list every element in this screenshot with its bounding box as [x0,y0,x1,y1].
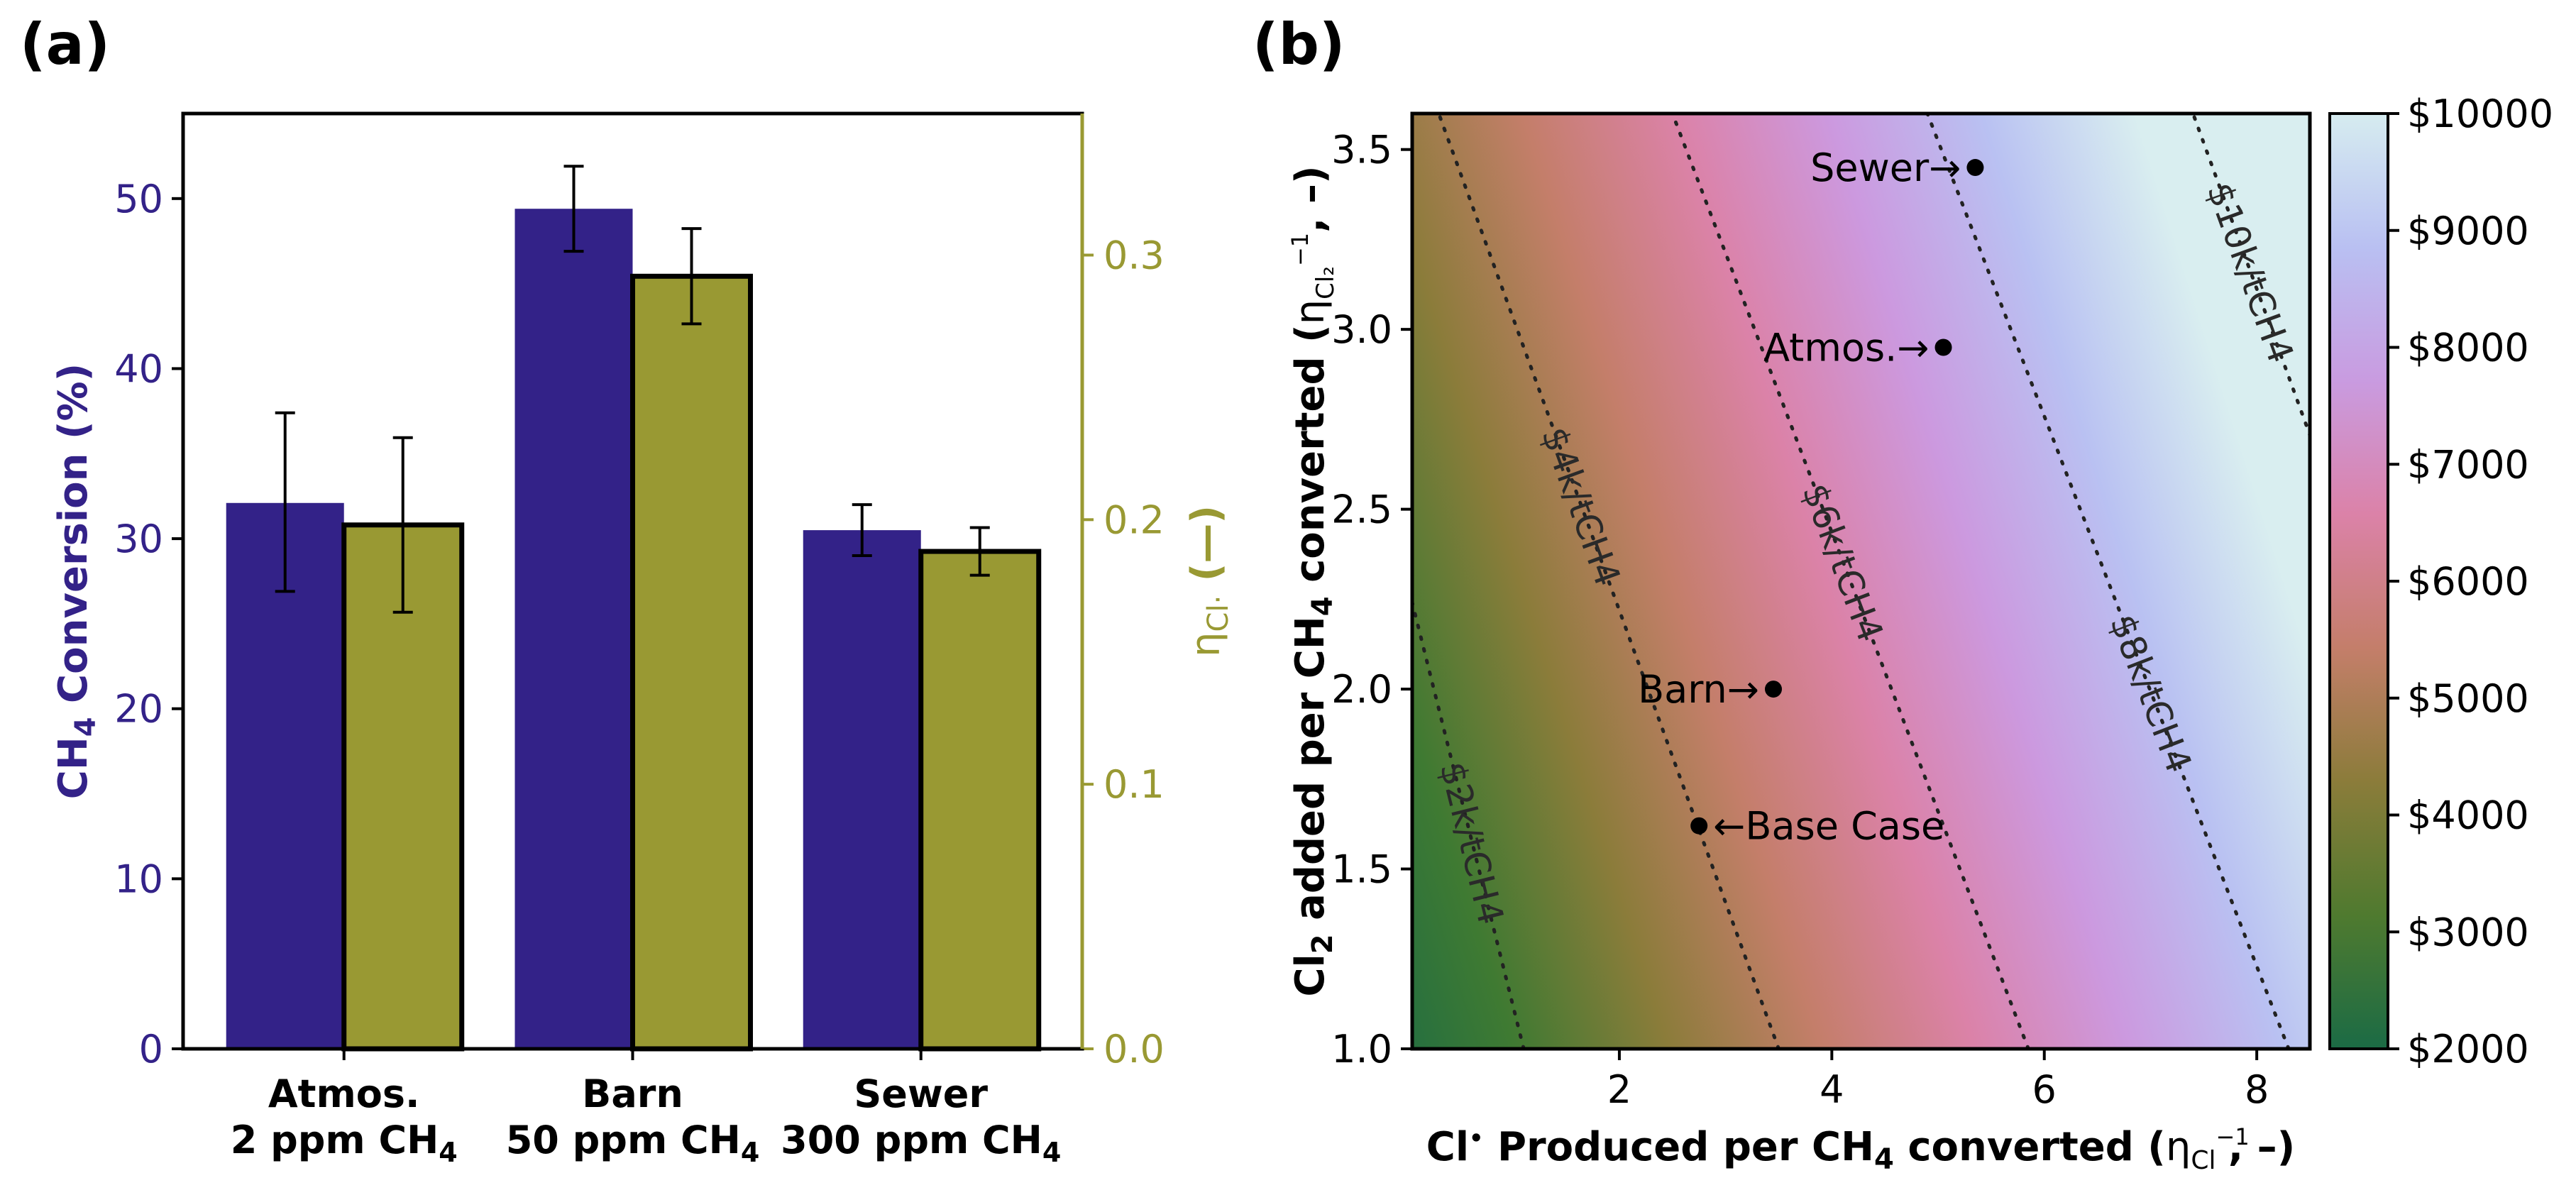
x-tick-label: 8 [2245,1067,2269,1112]
scenario-point-label: ←Base Case [1713,804,1944,849]
colorbar-tick-label: $2000 [2407,1027,2529,1072]
colorbar-tick-label: $8000 [2407,326,2529,370]
contour-line [1436,114,1780,1049]
x-tick-label-line1: Atmos. [268,1072,420,1116]
y-tick-label: 1.5 [1331,847,1392,892]
left-y-tick-label: 30 [114,517,163,561]
panel-b-label: (b) [1253,11,1345,77]
colorbar-tick-label: $9000 [2407,209,2529,253]
y-tick-label: 3.5 [1331,128,1392,172]
bar-conversion-1 [514,209,633,1050]
colorbar-tick-label: $3000 [2407,910,2529,954]
right-y-tick-label: 0.0 [1103,1027,1165,1072]
x-tick-label: 4 [1820,1067,1844,1112]
scenario-point [1690,817,1708,835]
contour-line [1925,114,2291,1049]
x-tick-label-line2: 50 ppm CH4 [506,1118,760,1168]
bar-eta-2 [918,549,1042,1052]
right-y-tick-label: 0.2 [1103,497,1165,542]
colorbar-tick-label: $4000 [2407,793,2529,838]
y-tick-label: 2.0 [1331,667,1392,712]
bar-eta-1 [630,273,753,1052]
heatmap-x-label: Cl• Produced per CH4 converted (ηCl−1 , … [1426,1123,2296,1176]
scenario-point [1764,681,1782,698]
colorbar-tick-label: $7000 [2407,442,2529,487]
y-tick-label: 1.0 [1331,1027,1392,1072]
heatmap-frame [1410,111,2312,1051]
right-axis-label: ηCl· (—) [1183,505,1235,657]
x-tick-label-line1: Barn [582,1072,683,1116]
contour-line [1412,595,1526,1049]
panel-a-label: (a) [20,11,110,77]
colorbar-tick-label: $10000 [2407,92,2553,136]
y-tick-label: 2.5 [1331,488,1392,532]
heatmap-axes: 2 4 6 8 1.0 1.5 2.0 2.5 3.0 3.5 [1331,128,2269,1112]
scenario-points: Sewer→ Atmos.→ Barn→ ←Base Case [1638,145,1984,849]
colorbar-ticks: $2000 $3000 $4000 $5000 $6000 $7000 $8000 $9000… [2388,92,2553,1072]
scenario-point-label: Atmos.→ [1763,326,1929,370]
bars-group [226,209,1042,1052]
left-y-tick-label: 0 [139,1027,163,1072]
heatmap-y-label: Cl2 added per CH4 converted (ηCl₂−1, –) [1287,165,1340,996]
x-tick-label: 2 [1607,1067,1631,1112]
left-y-tick-label: 20 [114,687,163,732]
right-y-tick-label: 0.3 [1103,233,1165,277]
colorbar-tick-label: $5000 [2407,676,2529,721]
bar-conversion-2 [803,530,921,1049]
right-y-tick-label: 0.1 [1103,762,1165,807]
left-y-tick-label: 40 [114,346,163,391]
scenario-point-label: Sewer→ [1810,145,1961,190]
heatmap-chart: $2k/tCH4$4k/tCH4 $6k/tCH4$8k/tCH4$10k/tCH… [1287,92,2553,1176]
y-tick-label: 3.0 [1331,307,1392,352]
x-tick-label-line2: 300 ppm CH4 [781,1118,1061,1168]
heatmap-field [1412,114,2310,1049]
contour-line [1670,114,2030,1049]
x-tick-label: 6 [2032,1067,2057,1112]
bar-conversion-0 [226,502,344,1049]
error-bars-group [275,165,990,614]
colorbar [2330,114,2388,1049]
left-y-tick-label: 10 [114,857,163,901]
x-tick-label-line2: 2 ppm CH4 [231,1118,458,1168]
left-y-tick-label: 50 [114,177,163,221]
left-axis-label: CH4 Conversion (%) [50,363,102,800]
scenario-point [1934,338,1952,356]
colorbar-tick-label: $6000 [2407,559,2529,604]
x-tick-label-line1: Sewer [854,1072,988,1116]
scenario-point [1966,159,1984,177]
scenario-point-label: Barn→ [1638,667,1759,712]
